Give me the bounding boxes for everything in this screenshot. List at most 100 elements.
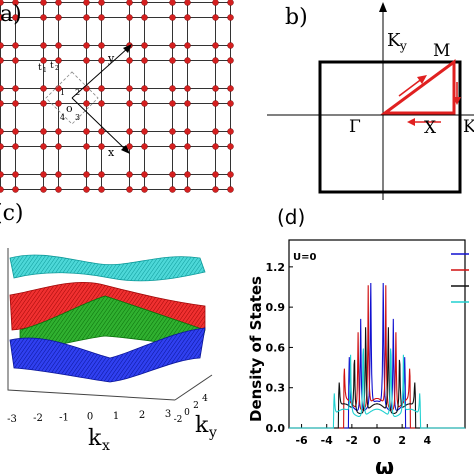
- point-m-label: M: [433, 41, 450, 61]
- dos-series-line: [289, 327, 465, 429]
- y-direction-arrow: [71, 47, 129, 99]
- lattice-site: [55, 186, 62, 193]
- lattice-site: [169, 0, 176, 6]
- lattice-site: [184, 171, 191, 178]
- lattice-site: [227, 143, 234, 150]
- lattice-site: [126, 14, 133, 21]
- lattice-site: [12, 128, 19, 135]
- lattice-site: [83, 42, 90, 49]
- point-gamma-label: Γ: [349, 117, 361, 137]
- lattice-sites: [0, 0, 234, 193]
- lattice-site: [126, 171, 133, 178]
- lattice-site: [83, 143, 90, 150]
- lattice-site: [169, 100, 176, 107]
- lattice-site: [12, 42, 19, 49]
- box-back-edge: [7, 248, 176, 401]
- dos-y-tick-label: 1.2: [266, 261, 286, 274]
- lattice-site: [212, 143, 219, 150]
- lattice-site: [55, 171, 62, 178]
- lattice-site: [83, 186, 90, 193]
- lattice-site: [141, 0, 148, 6]
- lattice-site: [227, 85, 234, 92]
- kx-axis-label: k: [88, 426, 102, 451]
- hopping-t2-label: t: [50, 61, 54, 71]
- kx-tick-label: -2: [33, 413, 43, 424]
- lattice-site: [55, 14, 62, 21]
- lattice-site: [169, 85, 176, 92]
- lattice-site: [40, 171, 47, 178]
- lattice-site: [212, 42, 219, 49]
- lattice-site: [0, 143, 4, 150]
- dos-annotation: U=0: [293, 252, 316, 263]
- lattice-site: [227, 171, 234, 178]
- lattice-site: [0, 100, 4, 107]
- site-label-2: 2: [75, 88, 80, 97]
- x-arrow-head: [121, 145, 130, 154]
- lattice-site: [184, 57, 191, 64]
- lattice-site: [141, 42, 148, 49]
- lattice-site: [212, 57, 219, 64]
- lattice-site: [141, 186, 148, 193]
- ky-tick-label: 2: [193, 401, 199, 411]
- lattice-site: [83, 171, 90, 178]
- zone-boundary: [318, 60, 462, 194]
- hopping-t2-sub: 2: [55, 65, 59, 72]
- lattice-site: [98, 42, 105, 49]
- lattice-site: [55, 57, 62, 64]
- dos-y-tick-label: 0.6: [266, 341, 286, 354]
- kx-tick-label: 1: [113, 411, 119, 422]
- point-x-label: X: [424, 118, 437, 138]
- lattice-site: [83, 57, 90, 64]
- dos-series-line: [289, 348, 465, 429]
- lattice-site: [184, 143, 191, 150]
- lattice-site: [169, 143, 176, 150]
- kx-tick-label: 2: [139, 410, 145, 421]
- lattice-site: [40, 186, 47, 193]
- dos-x-tick-label: 2: [398, 434, 406, 447]
- unit-cell-outline: [45, 71, 99, 125]
- kx-tick-label: -1: [59, 412, 69, 423]
- lattice-site: [141, 100, 148, 107]
- dos-y-axis-label: Density of States: [247, 276, 265, 422]
- dos-x-tick-label: 0: [373, 434, 381, 447]
- path-triangle: [380, 59, 456, 115]
- lattice-site: [55, 143, 62, 150]
- lattice-site: [83, 128, 90, 135]
- lattice-site: [55, 42, 62, 49]
- lattice-site: [227, 128, 234, 135]
- ky-axis-label-sub: y: [399, 39, 407, 53]
- kx-axis-label-sub: x: [102, 438, 110, 454]
- ky-tick-label: 0: [184, 408, 190, 418]
- lattice-site: [40, 143, 47, 150]
- lattice-site: [98, 171, 105, 178]
- lattice-site: [184, 14, 191, 21]
- lattice-site: [184, 85, 191, 92]
- panel-d: (d) Density of States ω U=0 0.0 0.3 0.6 0.9…: [237, 200, 474, 474]
- hopping-t1-label: t: [38, 63, 42, 73]
- lattice-site: [83, 14, 90, 21]
- lattice-site: [12, 57, 19, 64]
- ky-tick-label: 4: [202, 394, 208, 404]
- dos-x-tick-label: -6: [295, 434, 308, 447]
- kx-tick-label: 3: [165, 409, 171, 420]
- ky-tick-label: -2: [174, 415, 183, 425]
- lattice-site: [212, 85, 219, 92]
- lattice-site: [40, 57, 47, 64]
- center-label: o: [66, 102, 73, 115]
- lattice-site: [55, 100, 62, 107]
- lattice-site: [98, 14, 105, 21]
- lattice-site: [169, 42, 176, 49]
- lattice-site: [83, 0, 90, 6]
- kx-tick-labels: -3 -2 -1 0 1 2 3: [7, 409, 171, 425]
- lattice-site: [184, 186, 191, 193]
- lattice-site: [126, 85, 133, 92]
- lattice-site: [40, 42, 47, 49]
- lattice-site: [141, 85, 148, 92]
- lattice-site: [40, 14, 47, 21]
- lattice-site: [212, 0, 219, 6]
- lattice-site: [40, 100, 47, 107]
